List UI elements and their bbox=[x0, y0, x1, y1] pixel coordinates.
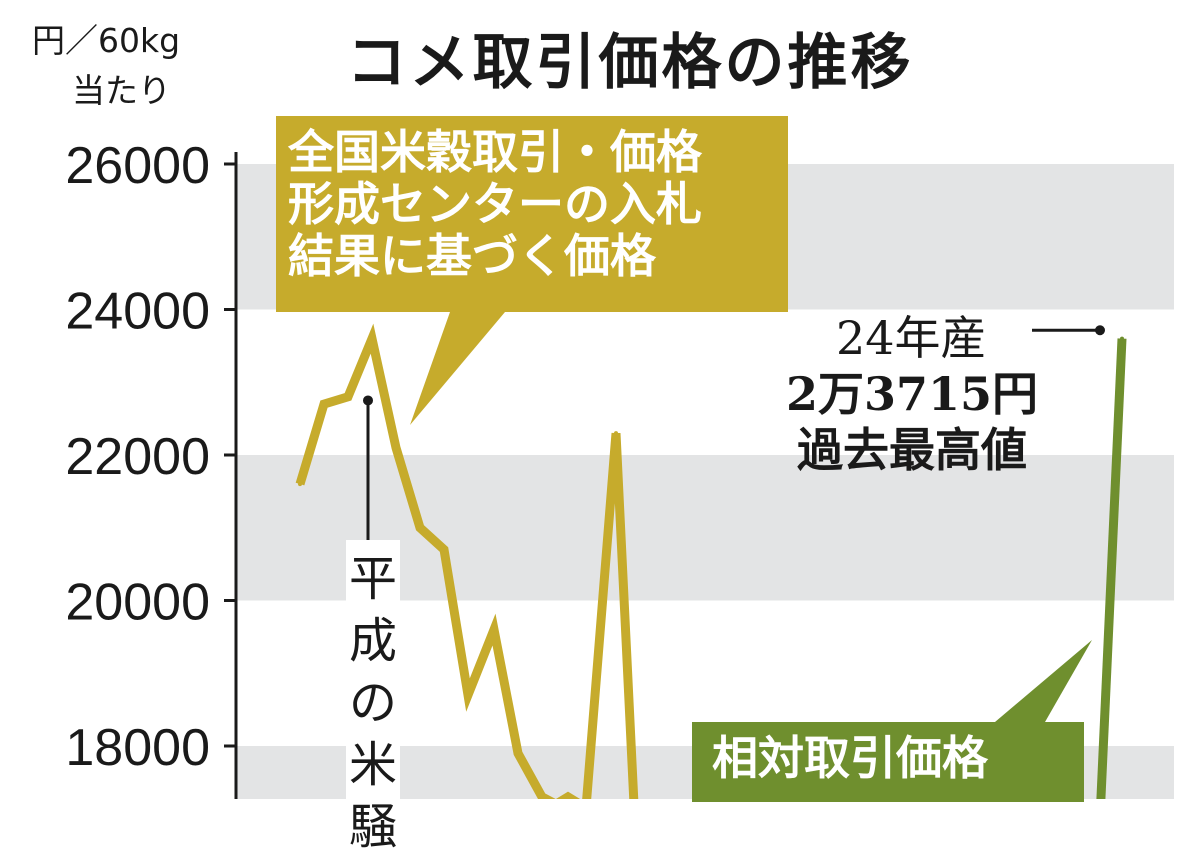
center-price-point bbox=[322, 402, 326, 407]
center-price-point bbox=[346, 394, 350, 399]
center-price-point bbox=[492, 627, 496, 632]
center-price-point bbox=[614, 431, 618, 436]
center-price-callout-line-3: 結果に基づく価格 bbox=[288, 229, 656, 283]
center-price-point bbox=[540, 794, 544, 799]
relative-price-point bbox=[1120, 336, 1124, 341]
center-price-point bbox=[298, 482, 302, 487]
record-high-value: 2万3715円 bbox=[786, 367, 1039, 421]
center-price-line bbox=[295, 323, 639, 799]
center-price-point bbox=[442, 547, 446, 552]
y-tick-label-22000: 22000 bbox=[65, 428, 210, 486]
center-price-point bbox=[566, 794, 570, 799]
y-axis-unit-label: 円／60kg 当たり bbox=[32, 16, 180, 116]
center-price-point bbox=[418, 525, 422, 530]
heisei-leader-dot bbox=[363, 395, 373, 406]
center-price-point bbox=[516, 751, 520, 756]
center-price-callout: 全国米穀取引・価格 形成センターの入札 結果に基づく価格 bbox=[276, 116, 788, 312]
relative-price-callout: 相対取引価格 bbox=[692, 722, 1084, 802]
y-tick-label-20000: 20000 bbox=[65, 574, 210, 632]
relative-price-callout-pointer bbox=[995, 640, 1092, 722]
y-tick-label-26000: 26000 bbox=[65, 137, 210, 195]
series-lines bbox=[295, 323, 1127, 799]
record-high-leader-dot bbox=[1095, 325, 1105, 336]
leader-lines bbox=[366, 312, 1098, 722]
y-tick-label-18000: 18000 bbox=[65, 719, 210, 777]
record-high-label: 過去最高値 bbox=[797, 423, 1028, 477]
center-price-point bbox=[466, 693, 470, 698]
center-price-callout-line-1: 全国米穀取引・価格 bbox=[288, 125, 702, 179]
center-price-callout-line-2: 形成センターの入札 bbox=[288, 177, 702, 231]
center-price-point bbox=[370, 336, 374, 341]
center-price-point bbox=[394, 445, 398, 450]
unit-line-2: 当たり bbox=[72, 71, 171, 110]
center-price-callout-pointer bbox=[410, 312, 505, 425]
record-high-annotation: 24年産 2万3715円 過去最高値 bbox=[786, 310, 1038, 478]
relative-price-line bbox=[1096, 338, 1127, 799]
annotation-dots bbox=[363, 325, 1105, 406]
y-tick-label-24000: 24000 bbox=[65, 283, 210, 341]
y-axis: 18000 20000 22000 24000 26000 bbox=[65, 137, 238, 799]
heisei-rice-riot-annotation: 平成の米騒 bbox=[346, 540, 400, 858]
unit-line-1: 円／60kg bbox=[32, 21, 181, 60]
record-high-year: 24年産 bbox=[836, 311, 987, 365]
chart-title: コメ取引価格の推移 bbox=[346, 28, 914, 98]
